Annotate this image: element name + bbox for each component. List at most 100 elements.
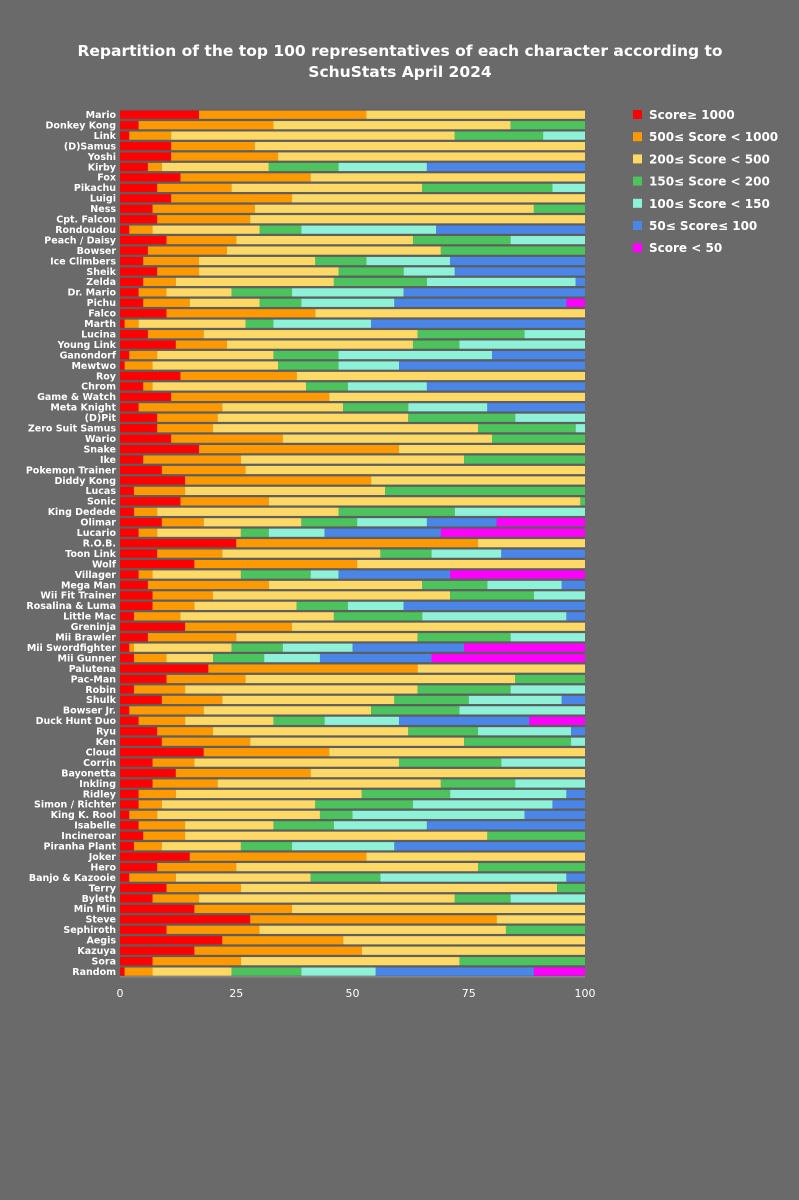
bar-segment	[399, 361, 585, 370]
bar-segment	[129, 131, 172, 140]
bar-segment	[129, 873, 176, 882]
category-label: Mii Swordfighter	[27, 643, 116, 654]
bar-segment	[403, 601, 585, 610]
bar-segment	[422, 183, 553, 192]
bar-segment	[120, 643, 130, 652]
bar-segment	[124, 361, 153, 370]
bar-segment	[194, 904, 293, 914]
bar-segment	[120, 162, 148, 172]
bar-segment	[296, 371, 585, 381]
legend-label: 500≤ Score < 1000	[649, 130, 778, 144]
bar-segment	[501, 758, 585, 767]
bar-segment	[306, 382, 348, 391]
bar-segment	[468, 695, 562, 705]
bar-segment	[138, 288, 167, 297]
bar-segment	[292, 842, 395, 851]
category-label: Hero	[90, 862, 116, 873]
bar-segment	[231, 288, 293, 297]
bar-segment	[464, 455, 585, 464]
bar-segment	[133, 486, 186, 496]
bar-segment	[120, 737, 162, 746]
bar-segment	[199, 267, 339, 276]
bar-segment	[124, 319, 139, 328]
bar-segment	[147, 162, 162, 172]
bar-segment	[240, 528, 269, 537]
bar-segment	[575, 277, 585, 287]
category-label: Falco	[88, 309, 116, 320]
bar-segment	[533, 591, 585, 600]
bar-segment	[120, 946, 195, 955]
bar-segment	[133, 654, 167, 663]
bar-segment	[152, 570, 241, 579]
bar-segment	[264, 654, 320, 663]
category-label: Steve	[86, 915, 116, 926]
bar-segment	[133, 507, 158, 516]
bar-segment	[329, 392, 585, 401]
category-label: Isabelle	[74, 821, 116, 832]
category-label: R.O.B.	[83, 538, 116, 549]
bar-segment	[529, 716, 585, 725]
bar-segment	[129, 225, 153, 234]
bar-segment	[371, 319, 585, 328]
bar-segment	[120, 141, 172, 151]
bar-segment	[120, 957, 153, 966]
bar-segment	[120, 277, 144, 287]
bar-segment	[338, 267, 404, 276]
bar-segment	[185, 622, 293, 631]
category-label: Donkey Kong	[46, 120, 116, 131]
bar-segment	[152, 967, 232, 976]
bar-segment	[524, 330, 585, 339]
bar-segment	[138, 570, 153, 579]
category-label: Terry	[89, 883, 117, 894]
bar-segment	[426, 277, 576, 287]
bar-segment	[138, 121, 274, 130]
bar-segment	[315, 309, 585, 318]
bar-segment	[152, 894, 200, 903]
bar-segment	[120, 633, 148, 642]
bar-segment	[120, 821, 139, 830]
bar-segment	[120, 507, 134, 516]
bar-segment	[120, 330, 148, 339]
category-label: Cloud	[86, 747, 116, 758]
bar-segment	[426, 382, 585, 391]
category-label: Young Link	[56, 340, 116, 351]
bar-segment	[226, 340, 413, 349]
bar-segment	[152, 779, 218, 788]
bar-segment	[133, 612, 181, 621]
bar-segment	[347, 382, 427, 391]
bar-segment	[189, 852, 367, 861]
bar-segment	[180, 371, 297, 381]
bar-segment	[273, 121, 511, 130]
bar-segment	[120, 842, 134, 851]
bar-segment	[120, 789, 139, 799]
category-label: Wolf	[92, 559, 117, 570]
category-label: Wario	[85, 434, 116, 445]
bar-segment	[454, 507, 585, 516]
category-label: Lucina	[81, 329, 116, 340]
bar-segment	[199, 256, 316, 266]
bar-segment	[194, 946, 362, 955]
bar-segment	[185, 831, 488, 840]
bar-segment	[138, 821, 186, 830]
bar-segment	[440, 246, 585, 255]
bar-segment	[566, 298, 585, 307]
bar-segment	[120, 591, 153, 600]
bar-segment	[120, 194, 172, 203]
bar-segment	[120, 319, 125, 328]
bar-segment	[133, 685, 186, 694]
bar-segment	[357, 518, 427, 527]
bar-segment	[147, 246, 227, 255]
bar-segment	[120, 246, 148, 255]
bar-segment	[245, 465, 586, 475]
category-label: Fox	[97, 173, 116, 184]
bar-segment	[259, 298, 302, 307]
bar-segment	[282, 434, 492, 443]
category-label: Ike	[100, 455, 116, 466]
bar-segment	[120, 685, 134, 694]
category-label: Wii Fit Trainer	[40, 591, 116, 602]
bar-segment	[120, 612, 134, 621]
bar-segment	[515, 674, 585, 684]
bar-segment	[301, 518, 358, 527]
bar-segment	[250, 215, 585, 224]
bar-segment	[310, 768, 585, 778]
